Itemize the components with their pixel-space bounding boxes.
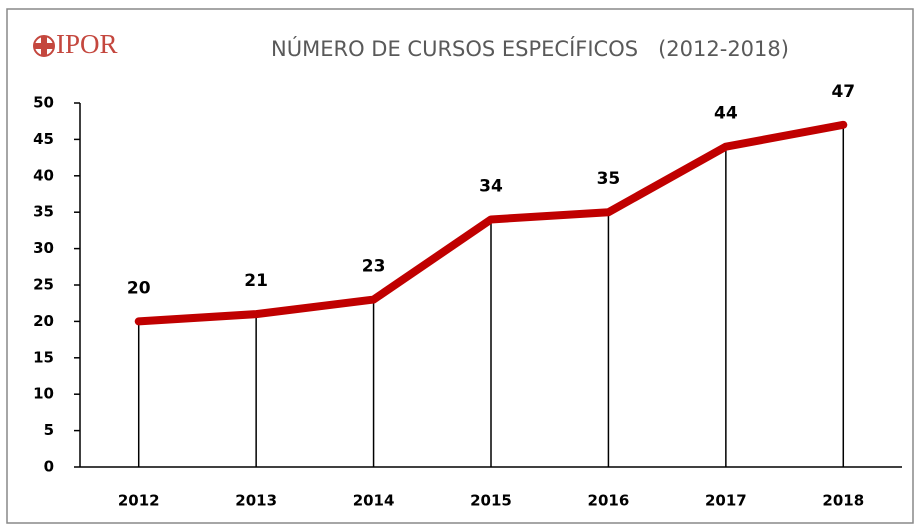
y-tick-label: 5	[44, 421, 54, 439]
data-label: 34	[479, 176, 503, 196]
y-tick-label: 10	[33, 385, 54, 403]
data-label: 23	[362, 257, 386, 277]
x-tick-label: 2018	[822, 492, 864, 510]
chart-title: NÚMERO DE CURSOS ESPECÍFICOS (2012-2018)	[271, 36, 789, 61]
y-tick-label: 25	[33, 276, 54, 294]
y-tick-label: 0	[44, 458, 54, 476]
y-tick-label: 30	[33, 239, 54, 257]
chart-border	[6, 8, 914, 524]
data-line	[134, 120, 848, 326]
data-label: 21	[244, 271, 268, 291]
x-tick-label: 2017	[705, 492, 747, 510]
y-tick-label: 35	[33, 203, 54, 221]
y-tick-label: 50	[33, 94, 54, 112]
y-tick-label: 40	[33, 166, 54, 184]
data-label: 35	[597, 169, 621, 189]
x-tick-label: 2012	[118, 492, 160, 510]
data-label: 20	[127, 278, 151, 298]
y-tick-label: 45	[33, 130, 54, 148]
data-label: 44	[714, 104, 738, 124]
data-label: 47	[831, 82, 855, 102]
logo-icon	[33, 35, 55, 57]
x-tick-label: 2013	[235, 492, 277, 510]
y-tick-label: 20	[33, 312, 54, 330]
x-tick-label: 2014	[353, 492, 395, 510]
logo-text: IPOR	[56, 29, 118, 59]
x-tick-label: 2016	[588, 492, 630, 510]
y-tick-label: 15	[33, 348, 54, 366]
x-tick-label: 2015	[470, 492, 512, 510]
